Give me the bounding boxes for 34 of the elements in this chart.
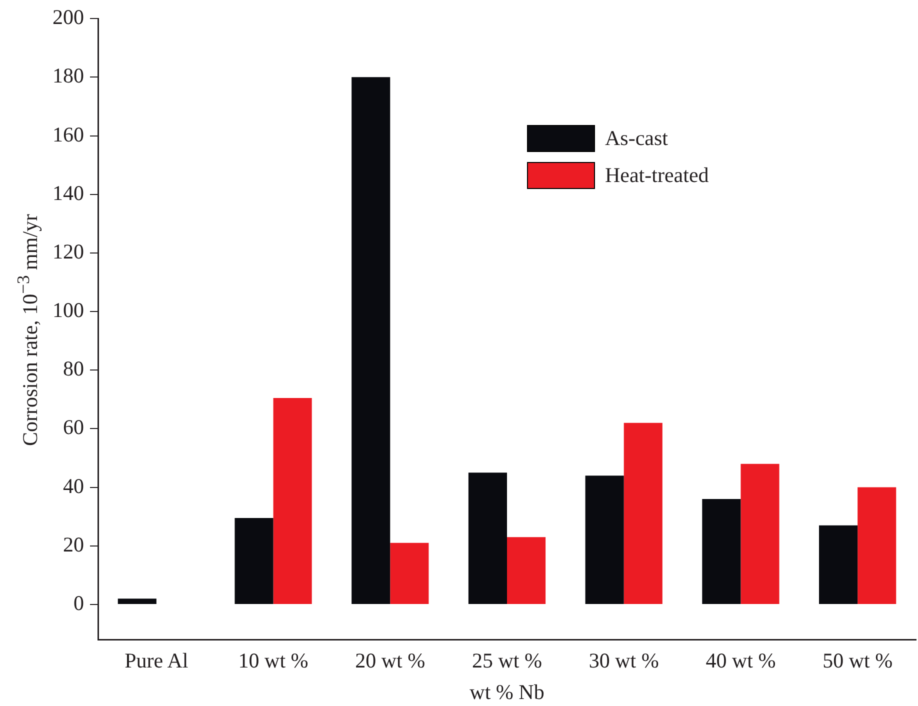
bar [585,476,624,604]
bar [234,518,274,604]
y-tick-label: 60 [63,415,84,440]
bar [740,464,780,604]
y-tick-label: 140 [52,180,84,205]
bar [507,537,546,604]
bar [273,398,312,604]
legend-label: As-cast [605,126,668,151]
bar [819,525,858,604]
y-tick-label: 160 [52,122,84,146]
x-tick-label: 40 wt % [706,648,776,673]
y-tick-label: 100 [52,298,84,322]
y-tick-label: 180 [52,64,84,88]
x-axis-title: wt % Nb [470,680,544,704]
bar [468,472,507,604]
bar [390,542,429,604]
x-tick-label: Pure Al [124,648,188,673]
legend-label: Heat-treated [605,163,709,188]
bar [118,598,156,604]
x-tick-label: 25 wt % [472,648,542,673]
bar [702,498,741,604]
y-tick-label: 120 [52,239,84,264]
y-tick-label: 40 [63,474,84,498]
x-tick-label: 30 wt % [588,648,659,673]
x-tick-label: 50 wt % [822,648,893,673]
bar [624,422,662,604]
y-tick-label: 20 [63,532,84,556]
x-tick-label: 10 wt % [238,648,308,673]
bar [858,487,896,604]
bar [352,77,390,604]
y-tick-label: 80 [63,356,84,381]
y-tick-label: 0 [74,590,84,615]
y-tick-label: 200 [52,5,84,30]
x-tick-label: 20 wt % [355,648,426,673]
